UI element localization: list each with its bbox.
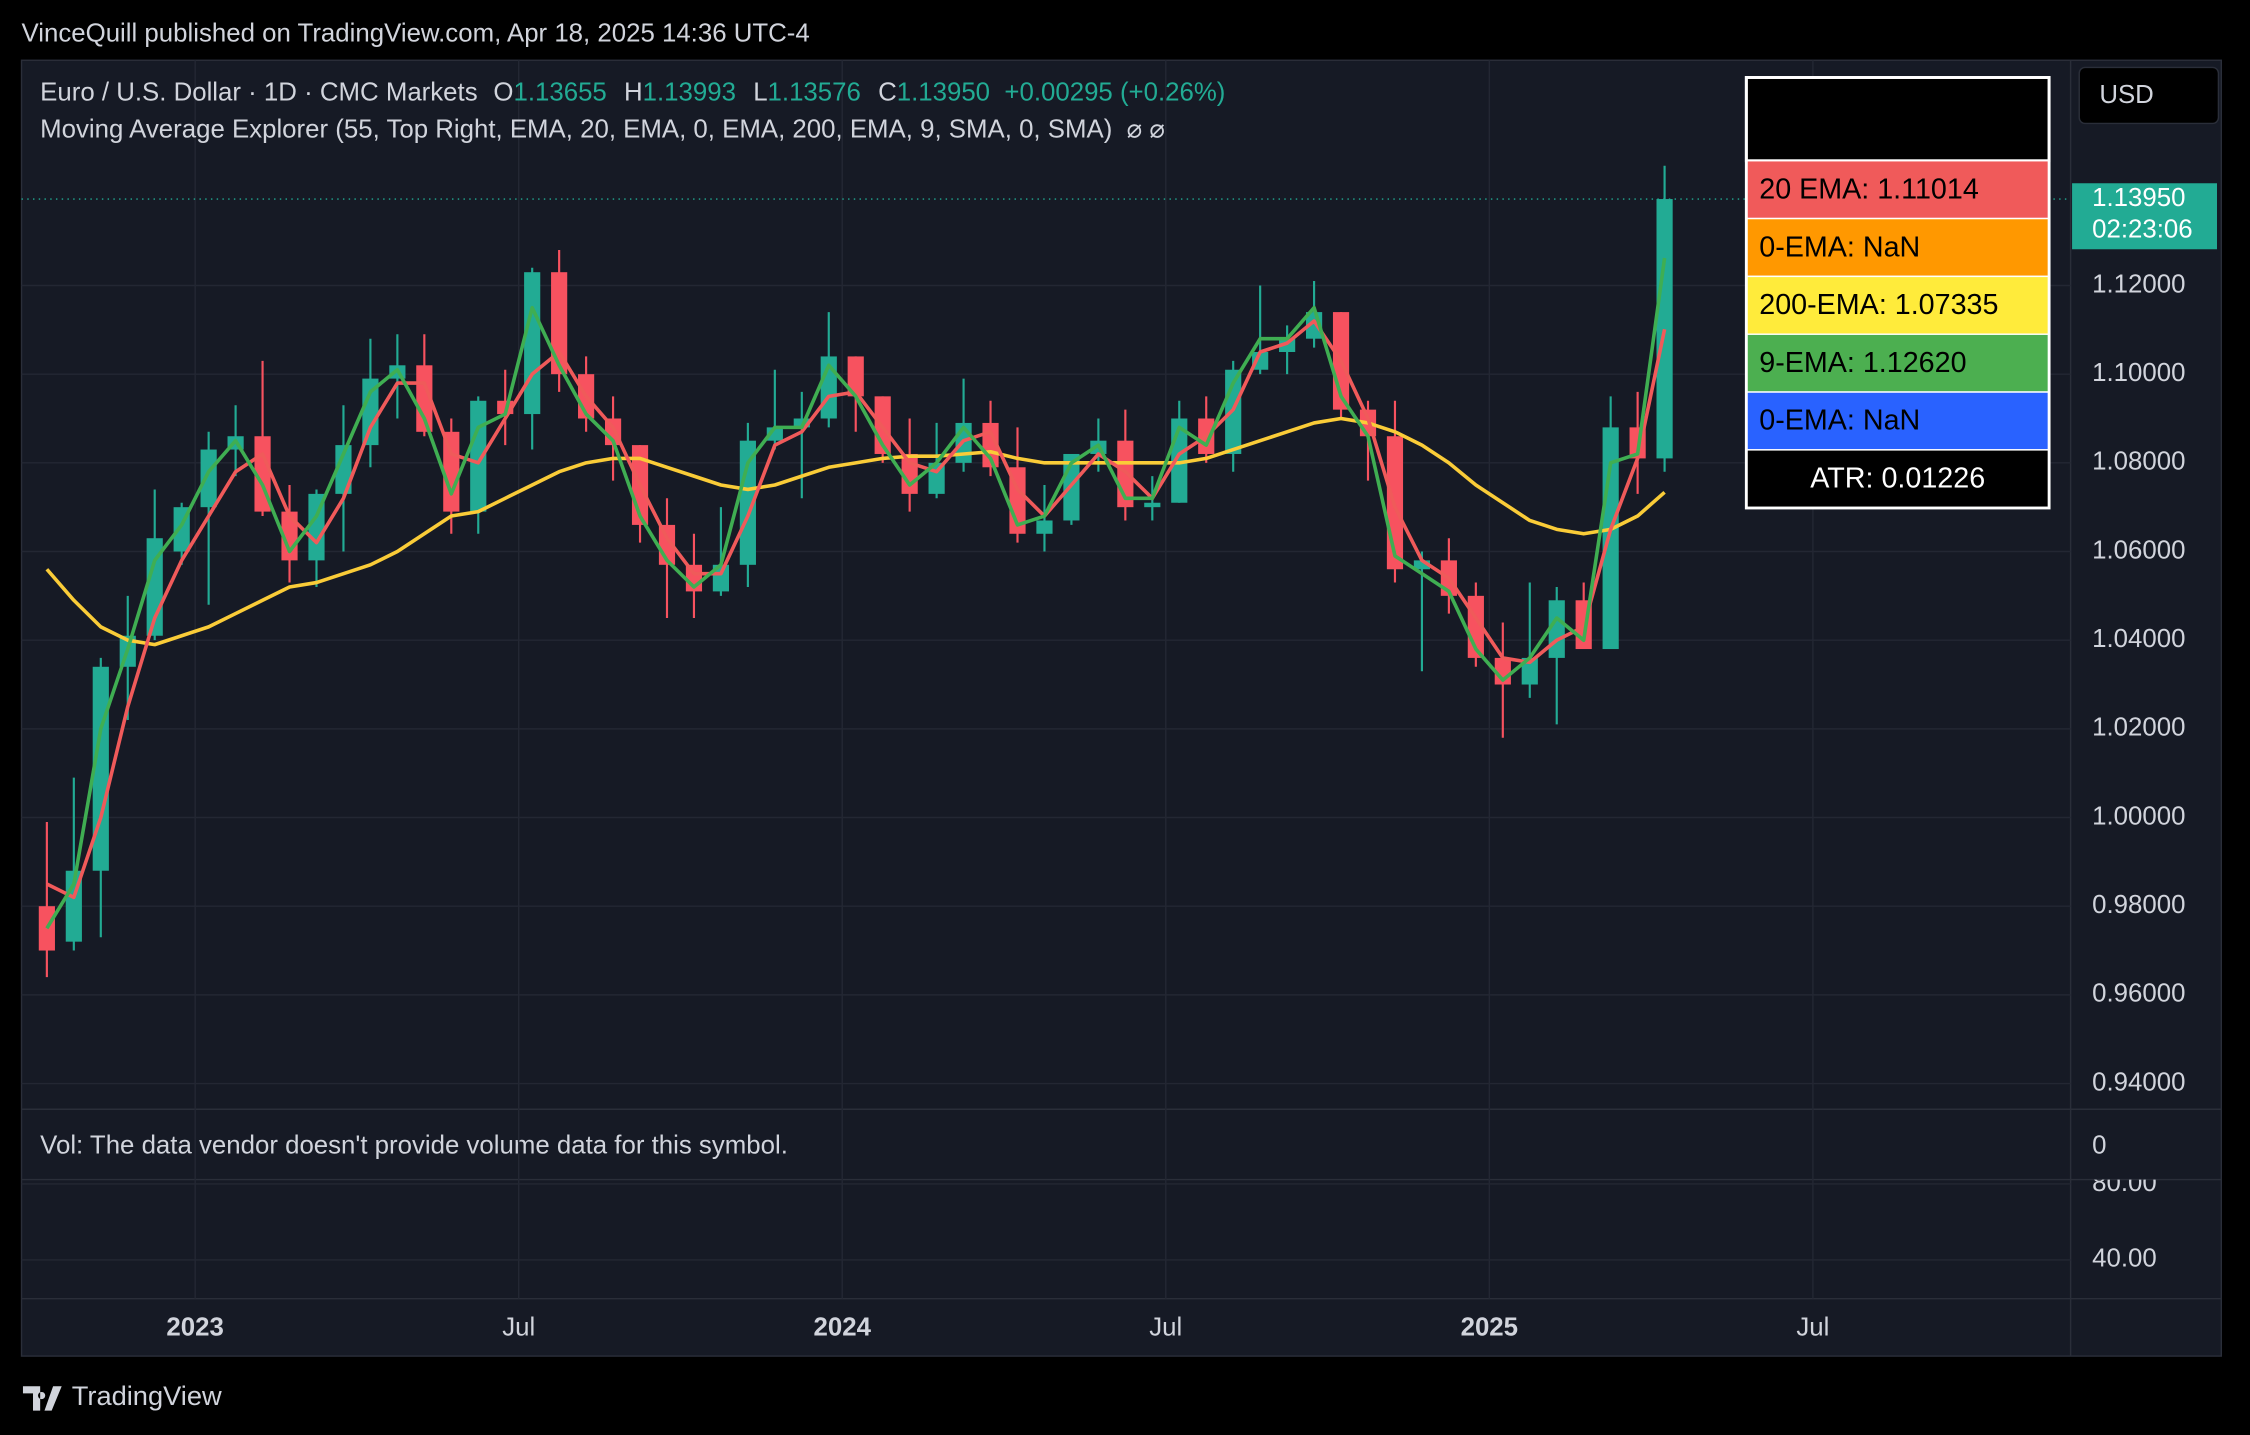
candle-body	[712, 564, 730, 592]
y-tick-label: 0.98000	[2092, 891, 2185, 919]
x-tick-label: 2024	[814, 1314, 872, 1342]
table-cell: 20 EMA: 1.11014	[1759, 173, 1979, 205]
symbol: Euro / U.S. Dollar · 1D · CMC Markets	[40, 78, 477, 106]
table-border	[1744, 76, 2051, 510]
currency[interactable]: USD	[2099, 81, 2153, 109]
indicator-legend: Moving Average Explorer (55, Top Right, …	[40, 115, 1165, 143]
ohlc-value: 1.13655	[513, 78, 606, 106]
candle-body	[38, 906, 55, 951]
y-tick-label: 1.12000	[2092, 270, 2185, 298]
indicator: Moving Average Explorer (55, Top Right, …	[40, 115, 1112, 143]
logo	[22, 1386, 62, 1411]
x-tick-label: 2025	[1461, 1314, 1518, 1342]
y-tick-label: 1.10000	[2092, 359, 2185, 387]
candle-body	[335, 445, 352, 494]
table-row	[1745, 160, 2050, 220]
ma-line	[45, 257, 1667, 930]
table-cell: 200-EMA: 1.07335	[1759, 289, 1998, 321]
y-tick-label: 1.02000	[2092, 714, 2185, 742]
legend: Euro / U.S. Dollar · 1D · CMC Markets O1.…	[40, 78, 1225, 106]
y-tick-label: 80.00	[2092, 1169, 2157, 1197]
ma-line	[45, 416, 1666, 647]
ohlc-key: O	[493, 78, 513, 106]
table-row	[1745, 217, 2050, 278]
candle-body	[1144, 502, 1161, 508]
ohlc-value: 1.13993	[643, 78, 736, 106]
ohlc-key: C	[878, 78, 897, 106]
x-tick-label: Jul	[502, 1314, 535, 1342]
last-price-label: 1.13950	[2092, 184, 2185, 212]
table-cell: ATR: 0.01226	[1810, 463, 1985, 495]
candle-body	[1656, 199, 1673, 459]
y-tick-label: 1.08000	[2092, 448, 2185, 476]
currency-button[interactable]	[2078, 66, 2220, 125]
candle-body	[551, 272, 568, 375]
x-tick-label: Jul	[1796, 1314, 1829, 1342]
x-tick-label: Jul	[1149, 1314, 1182, 1342]
ohlc-value: 1.13576	[768, 78, 861, 106]
y-tick-label: 0.96000	[2092, 980, 2185, 1008]
y-tick-label: 1.04000	[2092, 625, 2185, 653]
header: VinceQuill published on TradingView.com,…	[22, 19, 810, 47]
table-cell: 0-EMA: NaN	[1759, 405, 1920, 437]
table-row	[1745, 333, 2050, 393]
candle-body	[1036, 520, 1053, 534]
candle-body	[470, 400, 487, 512]
y-tick-label: 1.06000	[2092, 536, 2185, 564]
candle-body	[1521, 657, 1538, 685]
y-tick-label: 40.00	[2092, 1245, 2157, 1273]
ohlc-key: L	[753, 78, 767, 106]
candle-body	[362, 378, 379, 446]
table-cell: 9-EMA: 1.12620	[1759, 347, 1966, 379]
candle-body	[1413, 560, 1431, 570]
change: +0.00295 (+0.26%)	[1004, 78, 1225, 106]
candle-body	[524, 272, 541, 415]
y-tick-label: 0.94000	[2092, 1068, 2185, 1096]
last-price-box	[2072, 183, 2217, 250]
candle-body	[200, 449, 217, 508]
x-tick-label: 2023	[166, 1314, 223, 1342]
countdown: 02:23:06	[2092, 215, 2192, 243]
ohlc-key: H	[624, 78, 643, 106]
candle-body	[443, 431, 460, 512]
ohlc-value: 1.13950	[897, 78, 990, 106]
plot	[38, 165, 1673, 978]
table-row	[1745, 275, 2050, 335]
volume-note: Vol: The data vendor doesn't provide vol…	[40, 1131, 788, 1159]
ma-line	[46, 319, 1667, 900]
indicator-icons: ⌀ ⌀	[1127, 115, 1165, 143]
volume-tick-label: 0	[2092, 1131, 2106, 1159]
y-tick-label: 1.00000	[2092, 802, 2185, 830]
table-header	[1744, 76, 2051, 163]
table-cell: 0-EMA: NaN	[1759, 231, 1920, 263]
footer: TradingView	[72, 1380, 222, 1411]
candle-body	[847, 356, 864, 397]
